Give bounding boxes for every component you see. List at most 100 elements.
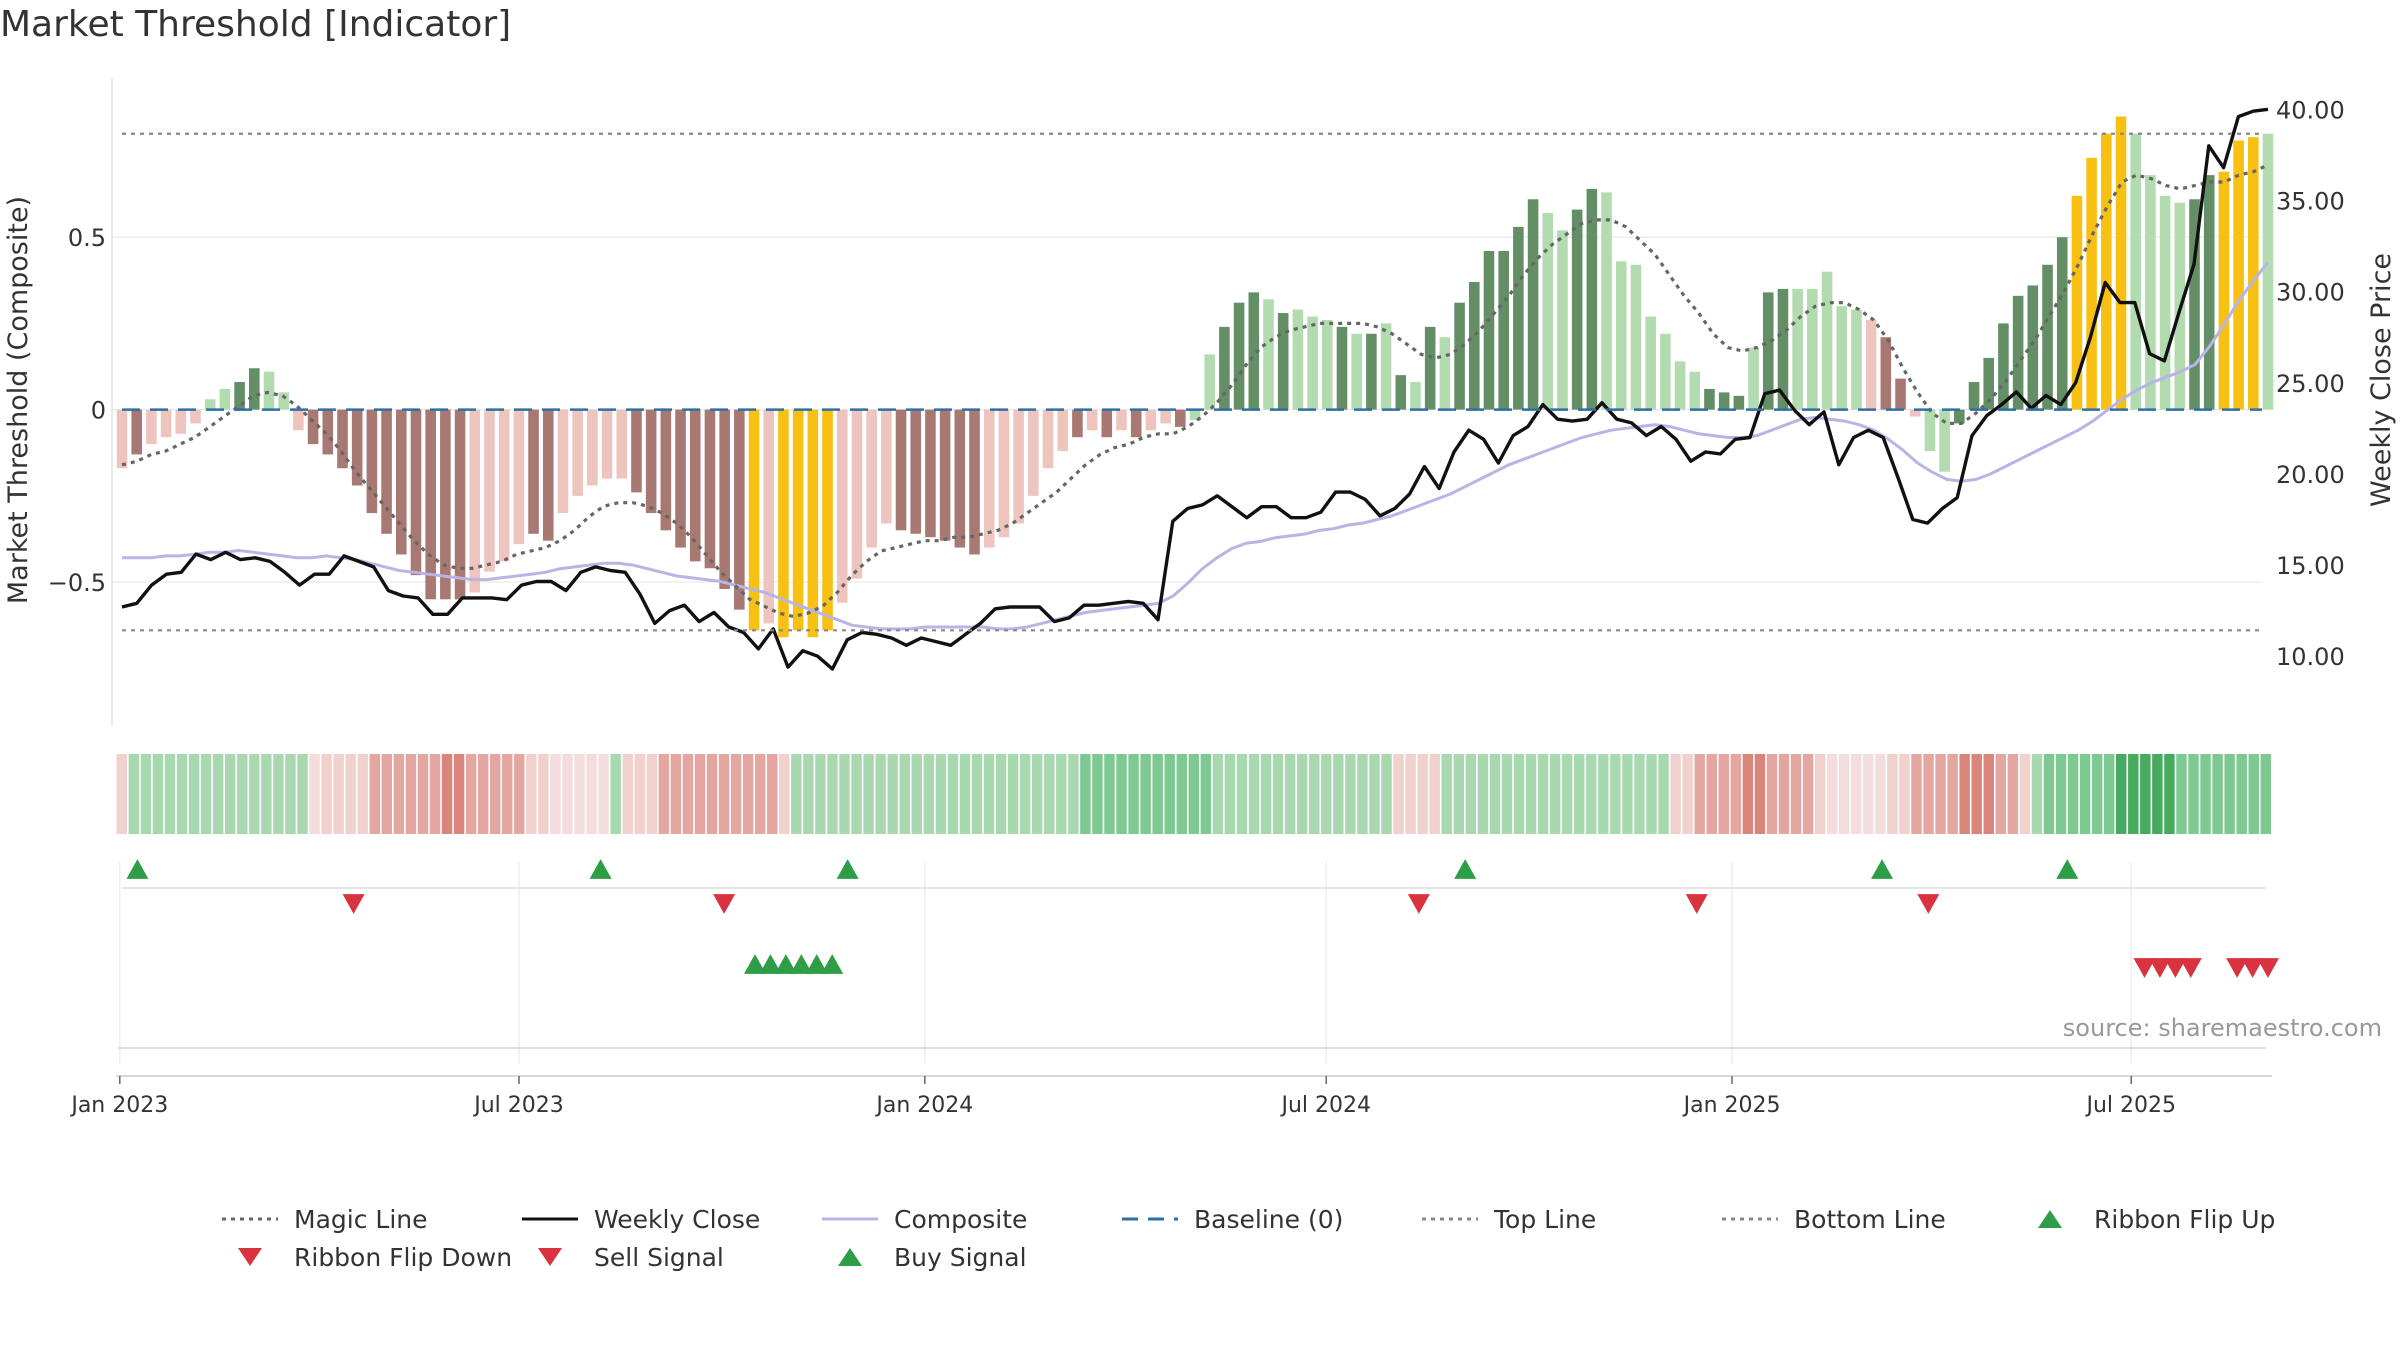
ribbon-cell — [140, 754, 152, 834]
ribbon-cell — [538, 754, 549, 834]
legend-label: Top Line — [1494, 1204, 1597, 1234]
ribbon-flip-up-marker — [1454, 859, 1477, 879]
composite-bar — [704, 409, 716, 569]
composite-bar — [1513, 226, 1524, 410]
ribbon-cell — [706, 754, 718, 834]
composite-bar — [2262, 133, 2274, 410]
ribbon-cell — [1995, 754, 2007, 834]
composite-bar — [1410, 382, 1421, 410]
solid-line-icon — [822, 1217, 878, 1221]
ribbon-cell — [2103, 754, 2115, 834]
composite-bar — [1219, 326, 1230, 410]
composite-bar — [1380, 323, 1392, 410]
triangle-down-icon — [538, 1248, 562, 1266]
right-tick-label: 35.00 — [2276, 187, 2345, 215]
composite-bar — [234, 382, 245, 410]
composite-bar — [2145, 175, 2156, 410]
x-tick-label: Jan 2025 — [1682, 1093, 1781, 1118]
ribbon-flip-up-marker — [589, 859, 612, 879]
composite-bar — [1072, 409, 1083, 438]
ribbon-cell — [1236, 754, 1248, 834]
composite-bar — [1483, 250, 1495, 410]
composite-bar — [337, 409, 348, 469]
composite-bar — [881, 409, 892, 524]
composite-bar — [1807, 288, 1818, 410]
ribbon-cell — [911, 754, 922, 834]
ribbon-cell — [2248, 754, 2259, 834]
composite-bar — [1321, 319, 1333, 410]
composite-bar — [1277, 313, 1289, 410]
ribbon-cell — [2188, 754, 2199, 834]
ribbon-flip-down-marker — [1685, 894, 1708, 914]
composite-bar — [939, 409, 951, 541]
ribbon-cell — [1284, 754, 1296, 834]
dotted-line-icon — [1422, 1217, 1478, 1221]
composite-bar — [1233, 302, 1245, 410]
legend-label: Sell Signal — [594, 1242, 724, 1272]
axes: 0.5 0 −0.5 10.00 15.00 20.00 25.00 30.00 35.00 40… — [3, 96, 2397, 1118]
ribbon-cell — [682, 754, 694, 834]
composite-bar — [498, 409, 510, 562]
ribbon-cell — [1622, 754, 1633, 834]
legend-marker — [538, 1248, 562, 1266]
ribbon-cell — [1068, 754, 1079, 834]
chart-title: Market Threshold [Indicator] — [0, 4, 512, 45]
composite-bar — [1983, 357, 1995, 410]
ribbon-cell — [1116, 754, 1127, 834]
ribbon-cell — [116, 754, 128, 834]
x-tick-label: Jan 2023 — [69, 1093, 168, 1118]
composite-bar — [1689, 371, 1701, 410]
composite-bar — [2027, 285, 2039, 410]
ribbon-cell — [1369, 754, 1380, 834]
ribbon-cell — [2055, 754, 2067, 834]
composite-bar — [2012, 295, 2024, 410]
ribbon-cell — [152, 754, 164, 834]
ribbon-cell — [1935, 754, 1946, 834]
composite-bar — [778, 409, 789, 638]
ribbon-cell — [1670, 754, 1681, 834]
composite-bar — [2248, 137, 2259, 410]
ribbon-cell — [971, 754, 983, 834]
composite-bar — [1395, 375, 1407, 410]
composite-bar — [1836, 306, 1848, 410]
magic-line — [121, 163, 2269, 619]
composite-bar — [1086, 409, 1098, 431]
ribbon-cell — [1923, 754, 1934, 834]
composite-bar — [1351, 333, 1362, 410]
legend-item: Ribbon Flip Up — [2020, 1200, 2320, 1238]
solid-line-icon — [522, 1217, 578, 1221]
composite-bar — [1586, 188, 1598, 410]
composite-bar — [1498, 250, 1509, 410]
x-tick-label: Jul 2023 — [472, 1093, 564, 1118]
composite-bar — [1704, 388, 1715, 410]
composite-bar — [1145, 409, 1157, 431]
ribbon-cell — [1477, 754, 1489, 834]
ribbon-cell — [225, 754, 236, 834]
ribbon-cell — [718, 754, 730, 834]
left-tick-label: 0.5 — [68, 224, 106, 252]
ribbon-cell — [1754, 754, 1766, 834]
ribbon-cell — [453, 754, 465, 834]
composite-bar — [792, 409, 804, 631]
composite-bar — [263, 371, 275, 410]
legend-item: Ribbon Flip Down — [220, 1238, 520, 1276]
ribbon-cell — [1381, 754, 1392, 834]
ribbon-cell — [2152, 754, 2163, 834]
ribbon-cell — [2091, 754, 2103, 834]
composite-bars — [116, 116, 2274, 638]
ribbon-flip-down-marker — [342, 894, 365, 914]
ribbon-cell — [1333, 754, 1344, 834]
ribbon-cell — [634, 754, 645, 834]
sell-signal-marker — [2133, 958, 2156, 978]
ribbon-cell — [1826, 754, 1838, 834]
threshold-lines — [122, 132, 2262, 632]
composite-bar — [2189, 199, 2200, 410]
ribbon-cell — [1610, 754, 1621, 834]
ribbon-cell — [646, 754, 658, 834]
ribbon-cell — [1260, 754, 1272, 834]
ribbon-cell — [815, 754, 826, 834]
weekly-close-line — [121, 107, 2269, 671]
ribbon-cell — [1646, 754, 1657, 834]
composite-bar — [1336, 326, 1348, 410]
ribbon-cell — [1525, 754, 1537, 834]
